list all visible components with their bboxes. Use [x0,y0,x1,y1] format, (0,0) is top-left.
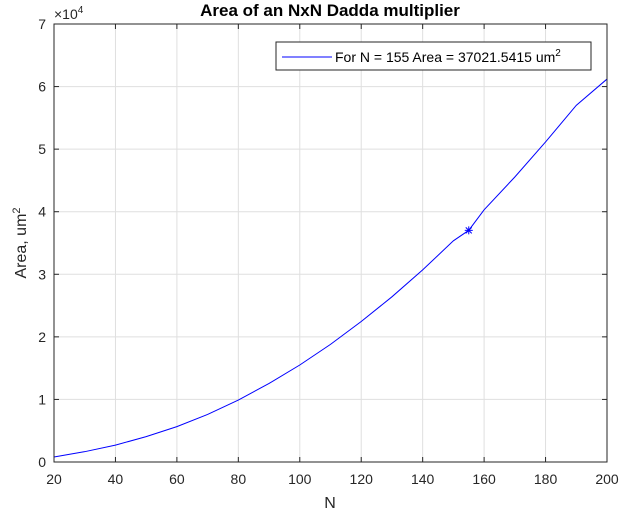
y-axis-label: Area, um2 [11,207,30,278]
y-axis-label-sup: 2 [11,207,23,213]
x-tick-label: 160 [472,471,496,487]
plot-background [54,24,607,462]
data-point-marker [464,226,473,235]
y-tick-label: 0 [38,454,46,470]
x-tick-label: 200 [595,471,619,487]
y-exponent-base: ×10 [54,6,78,22]
y-exponent-power: 4 [78,5,84,16]
series-line [53,78,608,458]
x-tick-labels: 20 40 60 80 100 120 140 160 180 200 [46,471,619,487]
x-tick-label: 100 [288,471,312,487]
legend-entry-label: For N = 155 Area = 37021.5415 um2 [335,48,561,65]
x-tick-label: 140 [411,471,435,487]
legend-entry-base: For N = 155 Area = 37021.5415 um [335,49,555,65]
chart-title: Area of an NxN Dadda multiplier [200,1,460,20]
y-exponent-label: ×104 [54,5,84,22]
y-tick-label: 4 [38,204,46,220]
x-tick-label: 60 [169,471,185,487]
y-tick-labels: 0 1 2 3 4 5 6 7 [38,16,46,470]
x-tick-label: 40 [108,471,124,487]
series-layer [53,78,608,458]
y-tick-label: 2 [38,329,46,345]
x-tick-label: 20 [46,471,62,487]
legend-box [275,41,592,71]
x-tick-label: 180 [534,471,558,487]
x-tick-label: 120 [350,471,374,487]
y-tick-label: 1 [38,391,46,407]
y-tick-label: 3 [38,266,46,282]
y-axis-label-base: Area, um [13,214,30,279]
x-axis-label: N [324,495,336,512]
tick-marks [53,23,608,463]
legend: For N = 155 Area = 37021.5415 um2 [275,41,592,71]
x-tick-label: 80 [231,471,247,487]
plot-frame [53,23,608,463]
y-tick-label: 5 [38,141,46,157]
legend-entry-sup: 2 [555,48,561,59]
y-tick-label: 7 [38,16,46,32]
y-tick-label: 6 [38,79,46,95]
